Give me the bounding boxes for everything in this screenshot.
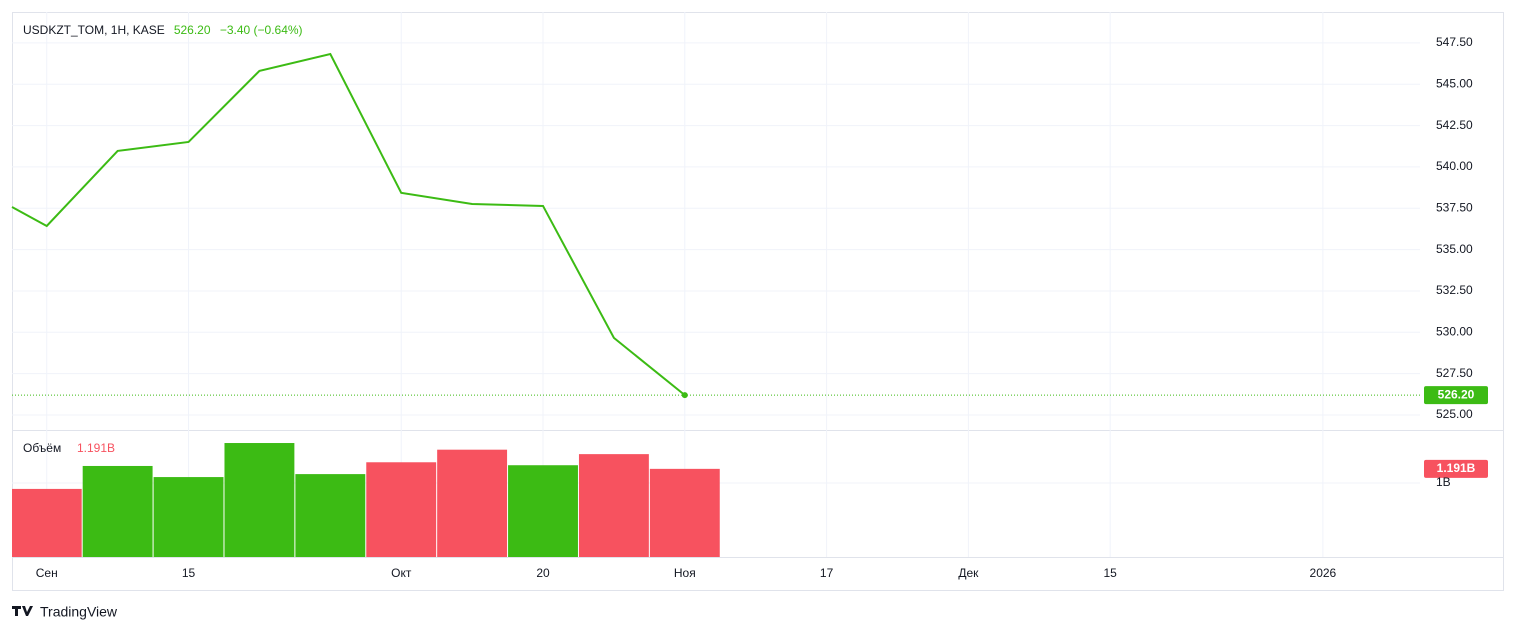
last-price-badge — [1424, 386, 1488, 405]
x-tick-label: Дек — [958, 566, 979, 580]
x-tick-label: 17 — [820, 566, 834, 580]
volume-bar — [366, 462, 437, 557]
volume-last: 1.191B — [77, 441, 115, 455]
x-tick-label: Ноя — [674, 566, 696, 580]
volume-bar — [12, 488, 82, 557]
last-price-badge-label: 526.20 — [1438, 387, 1475, 401]
volume-badge — [1424, 459, 1488, 478]
x-tick-label: 20 — [536, 566, 550, 580]
y-tick-label: 545.00 — [1436, 76, 1473, 90]
y-tick-label: 1B — [1436, 475, 1451, 489]
x-tick-label: Окт — [391, 566, 412, 580]
x-tick-label: 15 — [1104, 566, 1118, 580]
y-tick-label: 542.50 — [1436, 118, 1473, 132]
volume-bar — [295, 474, 366, 557]
y-tick-label: 525.00 — [1436, 407, 1473, 421]
x-tick-label: 15 — [182, 566, 196, 580]
grid — [12, 12, 1420, 557]
brand: TradingView — [40, 604, 118, 620]
y-tick-label: 537.50 — [1436, 200, 1473, 214]
y-tick-label: 527.50 — [1436, 366, 1473, 380]
y-tick-label: 530.00 — [1436, 324, 1473, 338]
price-line — [11, 52, 686, 396]
volume-bar — [437, 449, 508, 557]
volume-bar — [153, 477, 224, 557]
volume-bar — [649, 468, 720, 557]
last-point — [681, 392, 688, 399]
brand-logo — [12, 606, 33, 616]
volume-bar — [578, 454, 649, 557]
marks — [11, 52, 1488, 557]
chart-title: USDKZT_TOM, 1H, KASE — [23, 23, 165, 37]
y-tick-label: 535.00 — [1436, 242, 1473, 256]
volume-bar — [82, 465, 153, 557]
price-change: −3.40 (−0.64%) — [220, 23, 303, 37]
y-tick-label: 547.50 — [1436, 35, 1473, 49]
labels: USDKZT_TOM, 1H, KASE 526.20 −3.40 (−0.64… — [12, 23, 1476, 620]
volume-badge-label: 1.191B — [1437, 461, 1476, 475]
last-price: 526.20 — [174, 23, 211, 37]
volume-bar — [508, 465, 578, 557]
y-tick-label: 540.00 — [1436, 159, 1473, 173]
x-tick-label: Сен — [36, 566, 58, 580]
y-tick-label: 532.50 — [1436, 283, 1473, 297]
volume-legend: Объём — [23, 441, 61, 455]
x-tick-label: 2026 — [1310, 566, 1337, 580]
volume-bar — [224, 443, 295, 557]
